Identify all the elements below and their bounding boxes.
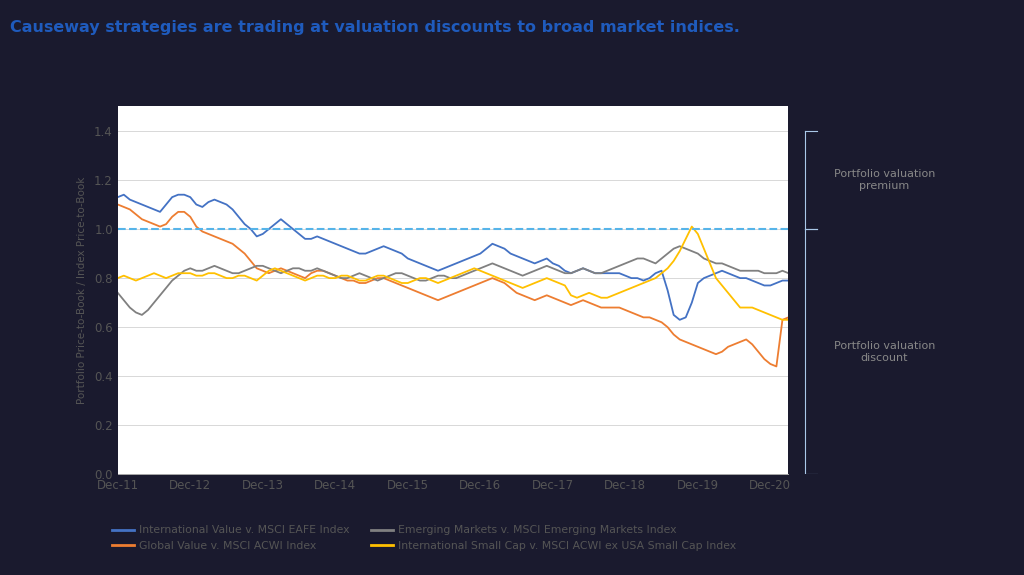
Legend: International Value v. MSCI EAFE Index, Global Value v. MSCI ACWI Index, Emergin: International Value v. MSCI EAFE Index, … <box>108 521 741 555</box>
Y-axis label: Portfolio Price-to-Book / Index Price-to-Book: Portfolio Price-to-Book / Index Price-to… <box>77 177 87 404</box>
Text: Causeway strategies are trading at valuation discounts to broad market indices.: Causeway strategies are trading at valua… <box>10 20 740 35</box>
Text: Portfolio valuation
discount: Portfolio valuation discount <box>834 341 935 362</box>
Text: Portfolio valuation
premium: Portfolio valuation premium <box>834 169 935 191</box>
